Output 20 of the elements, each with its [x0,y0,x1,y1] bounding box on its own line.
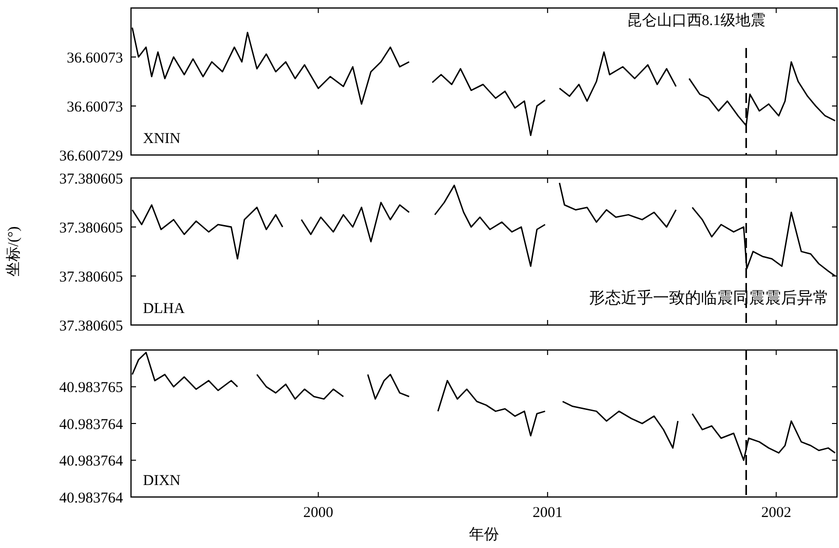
y-tick-label: 40.983764 [59,454,124,470]
x-tick-label: 2002 [761,505,792,521]
x-axis-title: 年份 [469,526,499,543]
annotation: DIXN [143,473,181,489]
annotation: XNIN [143,131,181,147]
y-tick-label: 37.380605 [59,220,123,236]
y-tick-label: 36.600729 [59,148,123,164]
y-tick-label: 40.983764 [59,416,124,433]
y-tick-label: 36.60073 [66,99,123,116]
y-tick-label: 40.983764 [59,490,124,506]
annotation: DLHA [143,301,185,317]
y-axis-title: 坐标/(°) [5,226,22,277]
legend-label: 昆仑山口西8.1级地震 [626,12,766,29]
x-tick-label: 2000 [303,505,334,521]
y-tick-label: 36.60073 [66,50,123,66]
y-tick-label: 37.380605 [59,318,123,334]
y-tick-label: 40.983765 [59,380,123,396]
y-tick-label: 37.380605 [59,171,123,188]
y-tick-label: 37.380605 [59,269,123,286]
x-tick-label: 2001 [532,505,563,521]
